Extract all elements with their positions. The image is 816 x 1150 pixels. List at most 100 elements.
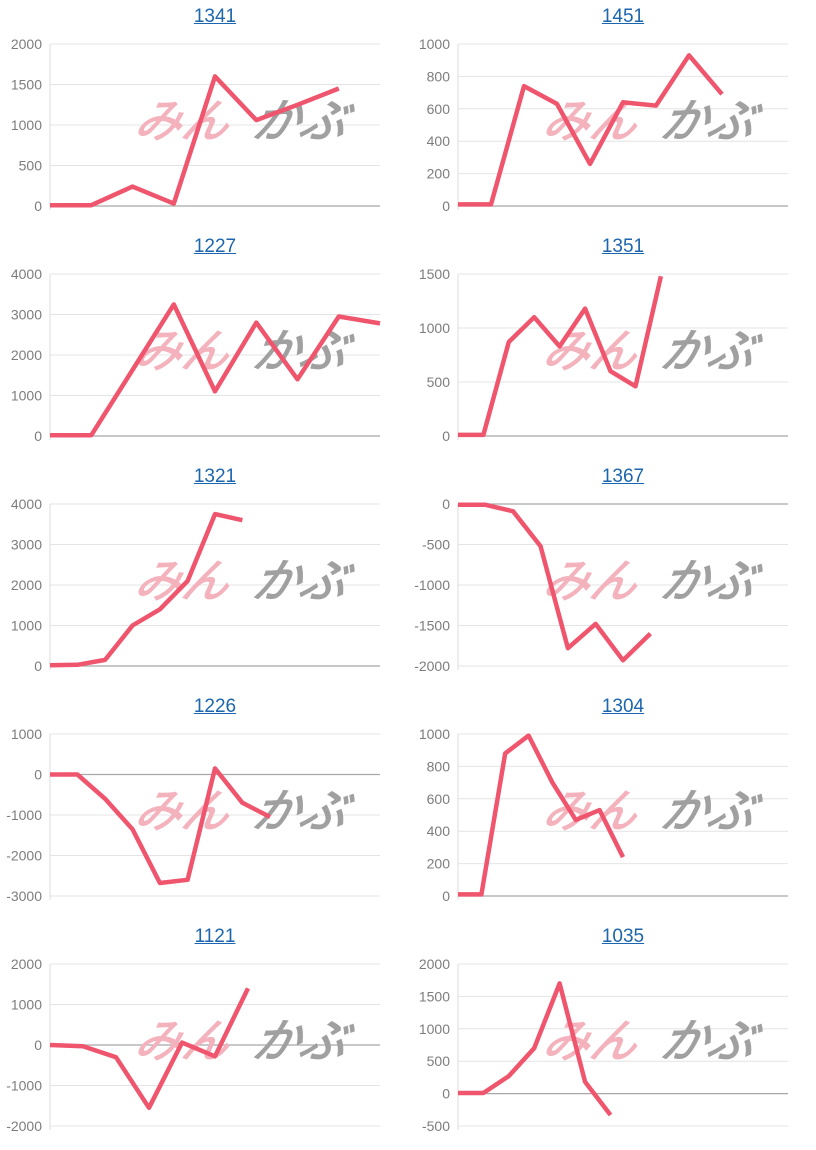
line-chart: -2000 -1000 0 1000 2000 みん かぶ [6, 956, 380, 1134]
y-tick-label: -500 [422, 537, 450, 553]
line-chart: -500 0 500 1000 1500 2000 みん かぶ [419, 956, 788, 1134]
chart-title-link[interactable]: 1321 [193, 466, 237, 487]
y-tick-label: 2000 [11, 36, 42, 52]
chart-title-link[interactable]: 1451 [601, 6, 645, 27]
y-tick-label: 2000 [11, 347, 42, 363]
series-layer [458, 53, 724, 207]
line-chart: 0 500 1000 1500 みん かぶ [419, 266, 788, 444]
series-layer [50, 302, 381, 438]
y-tick-label: 4000 [11, 496, 42, 512]
y-tick-label: 800 [427, 68, 451, 84]
line-chart: 0 200 400 600 800 1000 みん かぶ [419, 36, 788, 214]
y-tick-label: 0 [442, 428, 450, 444]
grid-layer: -3000 -2000 -1000 0 1000 [6, 726, 380, 904]
line-chart: 0 200 400 600 800 1000 みん かぶ [419, 726, 788, 904]
y-tick-label: -2000 [6, 1118, 42, 1134]
y-tick-label: 0 [442, 496, 450, 512]
watermark-gray-text: かぶ [249, 555, 359, 606]
line-chart: -2000 -1500 -1000 -500 0 みん かぶ [414, 496, 788, 674]
y-tick-label: -1000 [6, 807, 42, 823]
watermark-pink-text: みん [539, 1015, 644, 1066]
svg-text:みん かぶ: みん かぶ [131, 785, 359, 836]
y-tick-label: 0 [34, 1037, 42, 1053]
chart-card: 1341 0 500 1000 1500 2000 みん かぶ [0, 0, 408, 230]
watermark-gray-text: かぶ [657, 325, 767, 376]
watermark-gray-text: かぶ [657, 785, 767, 836]
y-tick-label: 0 [34, 767, 42, 783]
y-tick-label: 600 [427, 101, 451, 117]
y-tick-label: 1000 [11, 388, 42, 404]
series-line [49, 511, 243, 668]
watermark: みん かぶ [539, 785, 767, 836]
svg-text:みん かぶ: みん かぶ [131, 325, 359, 376]
chart-title-link[interactable]: 1304 [601, 696, 645, 717]
y-tick-label: -1500 [414, 618, 450, 634]
y-tick-label: 0 [442, 888, 450, 904]
y-tick-label: 200 [427, 166, 451, 182]
series-layer [50, 766, 272, 886]
y-tick-label: 1000 [419, 726, 450, 742]
y-tick-label: 0 [34, 428, 42, 444]
chart-title-link[interactable]: 1351 [601, 236, 645, 257]
chart-title-link[interactable]: 1341 [193, 6, 237, 27]
watermark: みん かぶ [131, 785, 359, 836]
watermark: みん かぶ [131, 325, 359, 376]
y-tick-label: 0 [34, 198, 42, 214]
watermark: みん かぶ [131, 555, 359, 606]
chart-title-link[interactable]: 1367 [601, 466, 645, 487]
y-tick-label: 400 [427, 823, 451, 839]
y-tick-label: -500 [422, 1118, 450, 1134]
y-tick-label: 800 [427, 758, 451, 774]
y-tick-label: -2000 [414, 658, 450, 674]
chart-card: 1227 0 1000 2000 3000 4000 みん かぶ [0, 230, 408, 460]
y-tick-label: 2000 [11, 577, 42, 593]
grid-layer: 0 500 1000 1500 [419, 266, 788, 444]
chart-card: 1321 0 1000 2000 3000 4000 みん かぶ [0, 460, 408, 690]
series-line [50, 766, 272, 886]
watermark: みん かぶ [131, 95, 359, 146]
y-tick-label: 600 [427, 791, 451, 807]
series-line [50, 302, 381, 438]
watermark-gray-text: かぶ [249, 785, 359, 836]
y-tick-label: 500 [427, 374, 451, 390]
svg-text:みん かぶ: みん かぶ [131, 1015, 359, 1066]
y-tick-label: 4000 [11, 266, 42, 282]
y-tick-label: 1000 [419, 320, 450, 336]
line-chart: -3000 -2000 -1000 0 1000 みん かぶ [6, 726, 380, 904]
watermark-pink-text: みん [131, 785, 236, 836]
chart-title-link[interactable]: 1226 [193, 696, 237, 717]
series-layer [458, 502, 652, 663]
watermark-pink-text: みん [539, 325, 644, 376]
y-tick-label: 1500 [419, 266, 450, 282]
y-tick-label: -1000 [414, 577, 450, 593]
line-chart: 0 500 1000 1500 2000 みん かぶ [11, 36, 380, 214]
watermark: みん かぶ [539, 325, 767, 376]
svg-text:みん かぶ: みん かぶ [131, 555, 359, 606]
chart-title-link[interactable]: 1035 [601, 926, 645, 947]
watermark-gray-text: かぶ [657, 1015, 767, 1066]
y-tick-label: 1000 [419, 36, 450, 52]
svg-text:みん かぶ: みん かぶ [539, 555, 767, 606]
chart-card: 1226 -3000 -2000 -1000 0 1000 みん かぶ [0, 690, 408, 920]
y-tick-label: 1000 [11, 997, 42, 1013]
chart-title-link[interactable]: 1227 [193, 236, 237, 257]
y-tick-label: -1000 [6, 1078, 42, 1094]
series-line [49, 987, 251, 1111]
watermark-pink-text: みん [131, 325, 236, 376]
y-tick-label: 1000 [11, 117, 42, 133]
grid-layer: 0 1000 2000 3000 4000 [11, 496, 380, 674]
chart-card: 1035 -500 0 500 1000 1500 2000 みん かぶ [408, 920, 816, 1150]
chart-card: 1121 -2000 -1000 0 1000 2000 みん かぶ [0, 920, 408, 1150]
series-layer [458, 981, 613, 1117]
line-chart: 0 1000 2000 3000 4000 みん かぶ [11, 496, 380, 674]
y-tick-label: -3000 [6, 888, 42, 904]
series-layer [49, 987, 251, 1111]
y-tick-label: 500 [19, 158, 43, 174]
y-tick-label: 3000 [11, 537, 42, 553]
chart-title-link[interactable]: 1121 [194, 926, 236, 947]
watermark: みん かぶ [539, 95, 767, 146]
y-tick-label: 2000 [419, 956, 450, 972]
y-tick-label: 1000 [419, 1021, 450, 1037]
svg-text:みん かぶ: みん かぶ [131, 95, 359, 146]
